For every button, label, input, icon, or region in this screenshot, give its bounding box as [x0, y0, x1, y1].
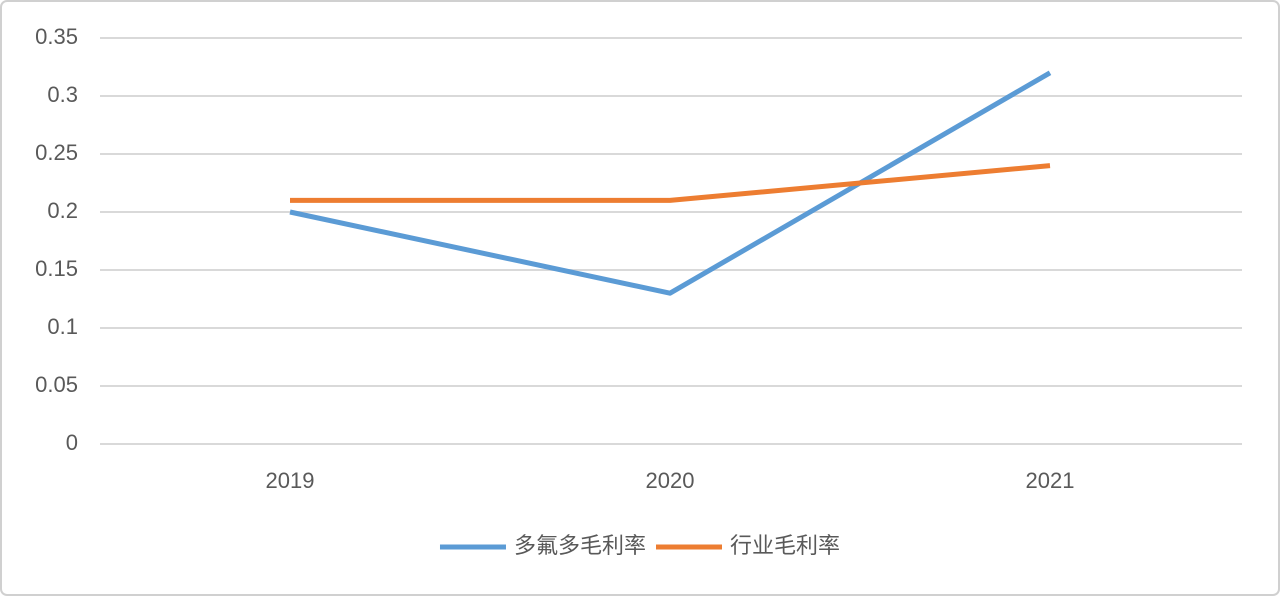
line-series	[289, 70, 1052, 296]
y-tick-label: 0.15	[35, 256, 78, 281]
line-series	[290, 163, 1051, 203]
x-tick-label: 2020	[646, 468, 695, 493]
x-tick-label: 2021	[1026, 468, 1075, 493]
y-tick-label: 0.25	[35, 140, 78, 165]
legend-label: 行业毛利率	[730, 533, 840, 558]
y-tick-label: 0	[66, 430, 78, 455]
y-tick-label: 0.1	[47, 314, 78, 339]
y-tick-label: 0.35	[35, 24, 78, 49]
y-tick-label: 0.3	[47, 82, 78, 107]
x-tick-label: 2019	[266, 468, 315, 493]
y-tick-label: 0.2	[47, 198, 78, 223]
y-tick-label: 0.05	[35, 372, 78, 397]
legend-label: 多氟多毛利率	[514, 533, 646, 558]
